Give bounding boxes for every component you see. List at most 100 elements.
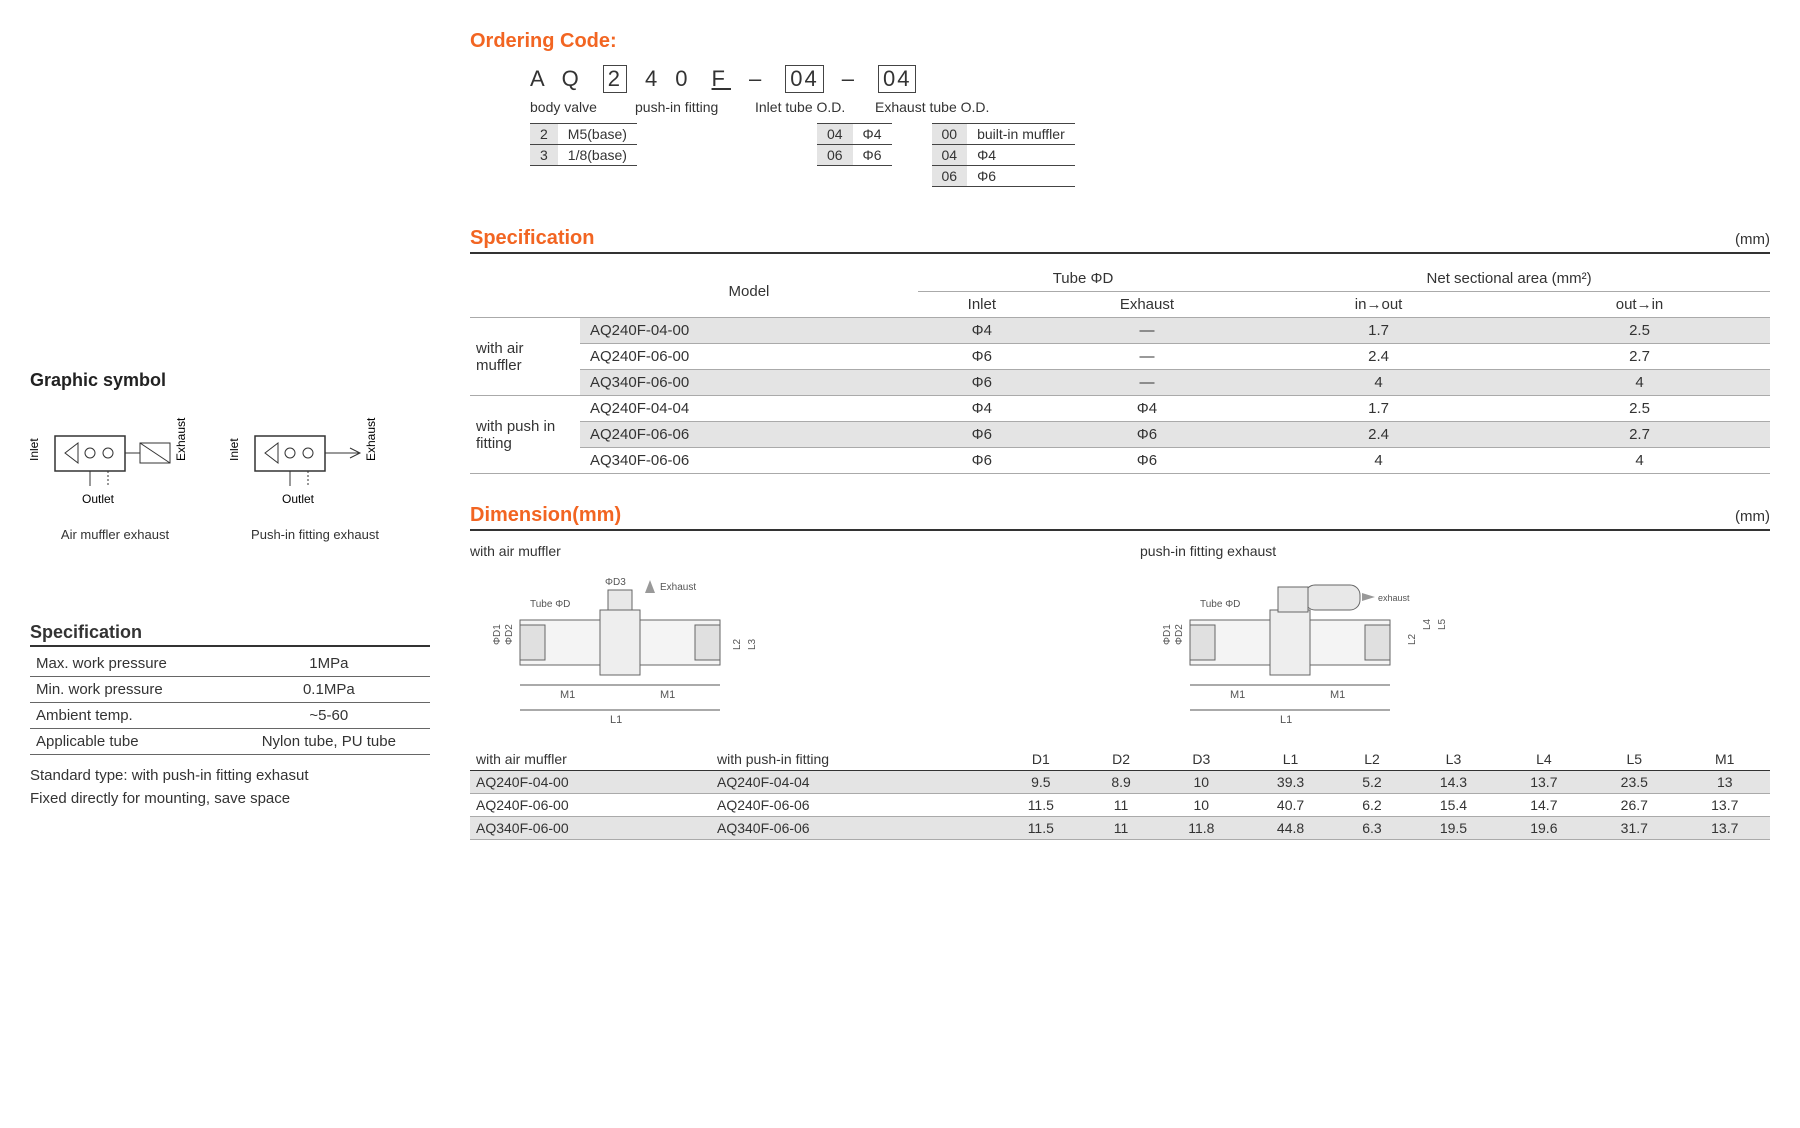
svg-text:L1: L1 xyxy=(1280,714,1292,725)
spec-cell: AQ240F-04-00 xyxy=(580,318,918,344)
inlet-label: Inlet xyxy=(30,438,41,461)
svg-text:L3: L3 xyxy=(747,638,758,650)
dim-draw1-label: with air muffler xyxy=(470,543,1100,559)
spec-cell: 2.4 xyxy=(1248,422,1509,448)
spec-cell: Φ6 xyxy=(918,344,1046,370)
dim-head-cell: L3 xyxy=(1408,748,1498,771)
dim-head-cell: L4 xyxy=(1499,748,1589,771)
spec-cell: Φ6 xyxy=(1046,448,1248,474)
dim-cell: AQ340F-06-06 xyxy=(711,817,997,840)
spec-cell: 2.4 xyxy=(1248,344,1509,370)
dimension-table: with air mufflerwith push-in fittingD1D2… xyxy=(470,748,1770,840)
svg-text:Inlet: Inlet xyxy=(230,438,241,461)
dim-cell: 31.7 xyxy=(1589,817,1679,840)
spec-cell: Φ6 xyxy=(918,448,1046,474)
svg-text:ΦD2: ΦD2 xyxy=(504,624,515,645)
svg-text:ΦD1: ΦD1 xyxy=(492,624,503,645)
dim-title: Dimension(mm) xyxy=(470,504,621,527)
dim-head-cell: M1 xyxy=(1680,748,1771,771)
spec-cell: 1.7 xyxy=(1248,396,1509,422)
spec-head-inlet: Inlet xyxy=(918,292,1046,318)
dim-cell: 26.7 xyxy=(1589,794,1679,817)
dim-cell: 10 xyxy=(1157,794,1245,817)
svg-text:Tube ΦD: Tube ΦD xyxy=(1200,599,1240,610)
svg-text:L4: L4 xyxy=(1422,618,1433,630)
left-note-2: Fixed directly for mounting, save space xyxy=(30,788,430,811)
dim-cell: 8.9 xyxy=(1085,771,1157,794)
svg-text:exhaust: exhaust xyxy=(1378,593,1410,603)
dim-head-cell: D3 xyxy=(1157,748,1245,771)
dim-cell: 15.4 xyxy=(1408,794,1498,817)
code-aq: A Q xyxy=(530,66,585,92)
svg-text:ΦD2: ΦD2 xyxy=(1174,624,1185,645)
code-f: F xyxy=(712,66,731,92)
svg-text:Outlet: Outlet xyxy=(82,492,115,506)
spec-row-value: 0.1MPa xyxy=(228,677,430,703)
dim-head-cell: D2 xyxy=(1085,748,1157,771)
spec-head-inout: in→out xyxy=(1248,292,1509,318)
symbol-push-in: Inlet Exhaust Outlet Push-in fitting exh… xyxy=(230,411,400,542)
dim-cell: 40.7 xyxy=(1245,794,1335,817)
label-push: push-in fitting xyxy=(635,99,735,115)
spec-unit: (mm) xyxy=(1735,231,1770,248)
spec-row-label: Max. work pressure xyxy=(30,651,228,677)
spec-cell: 4 xyxy=(1248,370,1509,396)
spec-cell: Φ4 xyxy=(1046,396,1248,422)
label-inlet: Inlet tube O.D. xyxy=(755,99,855,115)
dim-cell: 11.5 xyxy=(997,794,1085,817)
svg-text:Tube ΦD: Tube ΦD xyxy=(530,599,570,610)
spec-cell: 4 xyxy=(1509,448,1770,474)
dim-head-cell: D1 xyxy=(997,748,1085,771)
dim-cell: AQ240F-04-04 xyxy=(711,771,997,794)
dim-cell: 11.8 xyxy=(1157,817,1245,840)
dim-cell: 9.5 xyxy=(997,771,1085,794)
dim-cell: 13.7 xyxy=(1680,817,1771,840)
graphic-symbol-title: Graphic symbol xyxy=(30,370,430,391)
spec-row-label: Ambient temp. xyxy=(30,703,228,729)
spec-head-area: Net sectional area (mm²) xyxy=(1248,266,1770,292)
dim-cell: 44.8 xyxy=(1245,817,1335,840)
spec-cell: 2.7 xyxy=(1509,422,1770,448)
spec-group-label: with air muffler xyxy=(470,318,580,396)
code-dash2: – xyxy=(842,66,860,92)
dim-cell: 11.5 xyxy=(997,817,1085,840)
spec-row-label: Applicable tube xyxy=(30,729,228,755)
dim-cell: 6.3 xyxy=(1336,817,1408,840)
spec-cell: — xyxy=(1046,318,1248,344)
svg-text:ΦD1: ΦD1 xyxy=(1162,624,1173,645)
spec-cell: Φ6 xyxy=(918,370,1046,396)
symbol2-caption: Push-in fitting exhaust xyxy=(230,527,400,542)
spec-cell: AQ340F-06-06 xyxy=(580,448,918,474)
spec-title: Specification xyxy=(470,227,594,250)
dim-cell: 13 xyxy=(1680,771,1771,794)
svg-text:Outlet: Outlet xyxy=(282,492,315,506)
dim-unit: (mm) xyxy=(1735,508,1770,525)
spec-cell: AQ240F-04-04 xyxy=(580,396,918,422)
dim-head-cell: with air muffler xyxy=(470,748,711,771)
symbol1-caption: Air muffler exhaust xyxy=(30,527,200,542)
inlet-table: 04Φ4 06Φ6 xyxy=(817,123,892,166)
dim-cell: 14.3 xyxy=(1408,771,1498,794)
spec-cell: Φ4 xyxy=(918,318,1046,344)
spec-cell: 1.7 xyxy=(1248,318,1509,344)
spec-cell: AQ340F-06-00 xyxy=(580,370,918,396)
dim-cell: 14.7 xyxy=(1499,794,1589,817)
dim-cell: 11 xyxy=(1085,817,1157,840)
spec-row-value: Nylon tube, PU tube xyxy=(228,729,430,755)
dim-cell: 23.5 xyxy=(1589,771,1679,794)
spec-row-label: Min. work pressure xyxy=(30,677,228,703)
spec-cell: — xyxy=(1046,370,1248,396)
dim-cell: 11 xyxy=(1085,794,1157,817)
svg-text:Exhaust: Exhaust xyxy=(174,417,188,461)
code-body: 2 xyxy=(603,65,627,93)
dim-head-cell: with push-in fitting xyxy=(711,748,997,771)
body-valve-table: 2M5(base) 31/8(base) xyxy=(530,123,637,166)
dim-cell: 19.5 xyxy=(1408,817,1498,840)
label-exhaust: Exhaust tube O.D. xyxy=(875,99,989,115)
spec-cell: 2.7 xyxy=(1509,344,1770,370)
dim-drawing-muffler: with air muffler Exhaust Tube ΦD ΦD3 xyxy=(470,543,1100,728)
svg-text:M1: M1 xyxy=(660,689,675,701)
code-dash1: – xyxy=(749,66,767,92)
dim-head-cell: L5 xyxy=(1589,748,1679,771)
spec-cell: 4 xyxy=(1509,370,1770,396)
